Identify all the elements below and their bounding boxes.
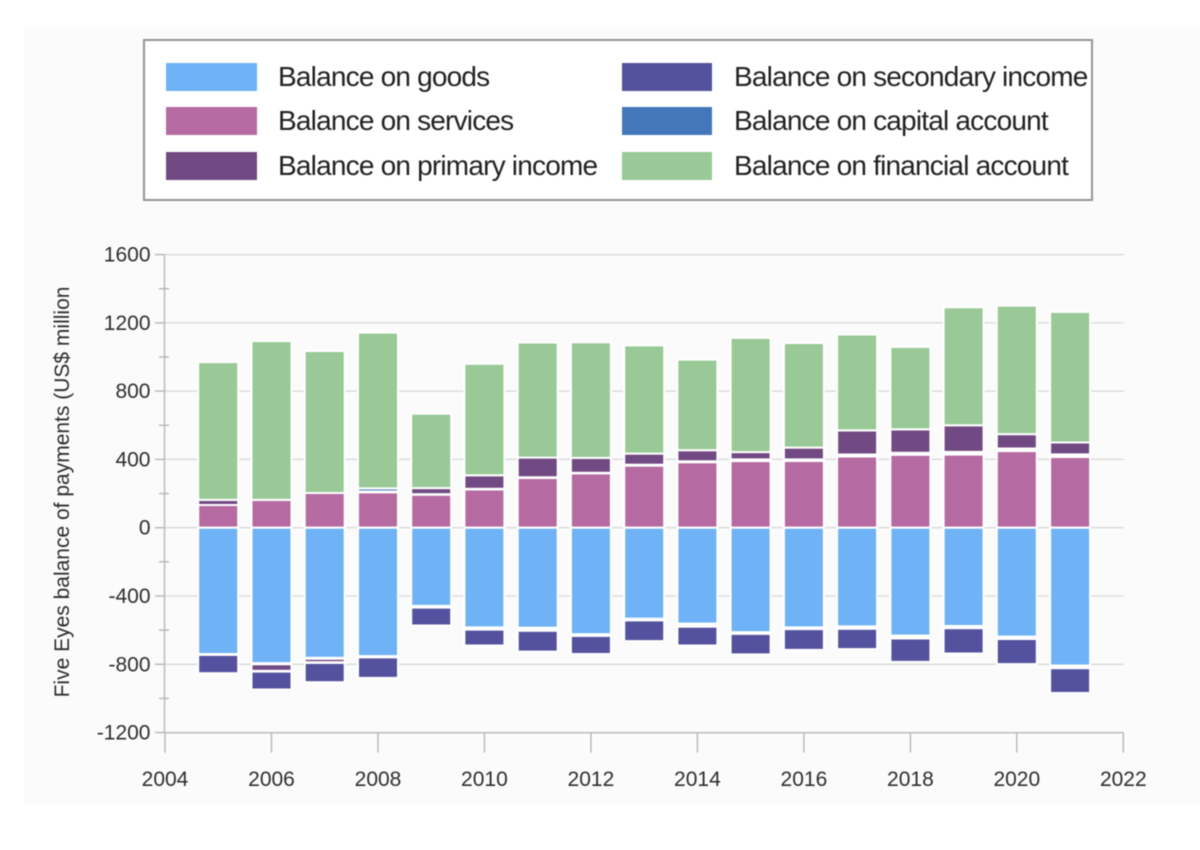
svg-text:1200: 1200: [104, 312, 151, 335]
svg-text:-400: -400: [108, 585, 150, 608]
svg-text:-800: -800: [108, 653, 150, 676]
svg-text:400: 400: [115, 448, 150, 471]
svg-text:2004: 2004: [142, 768, 189, 791]
svg-text:1600: 1600: [104, 244, 151, 267]
svg-text:2020: 2020: [993, 768, 1040, 791]
svg-text:2006: 2006: [248, 768, 295, 791]
svg-text:2012: 2012: [568, 768, 615, 791]
svg-text:2008: 2008: [355, 768, 402, 791]
svg-text:-1200: -1200: [97, 722, 151, 745]
svg-text:2022: 2022: [1100, 768, 1147, 791]
svg-text:2016: 2016: [781, 768, 828, 791]
svg-text:2010: 2010: [461, 768, 508, 791]
svg-text:2014: 2014: [674, 768, 721, 791]
svg-text:2018: 2018: [887, 768, 934, 791]
svg-text:0: 0: [139, 517, 151, 540]
svg-text:Five Eyes balance of payments: Five Eyes balance of payments (US$ milli…: [51, 287, 74, 698]
svg-text:800: 800: [115, 380, 150, 403]
